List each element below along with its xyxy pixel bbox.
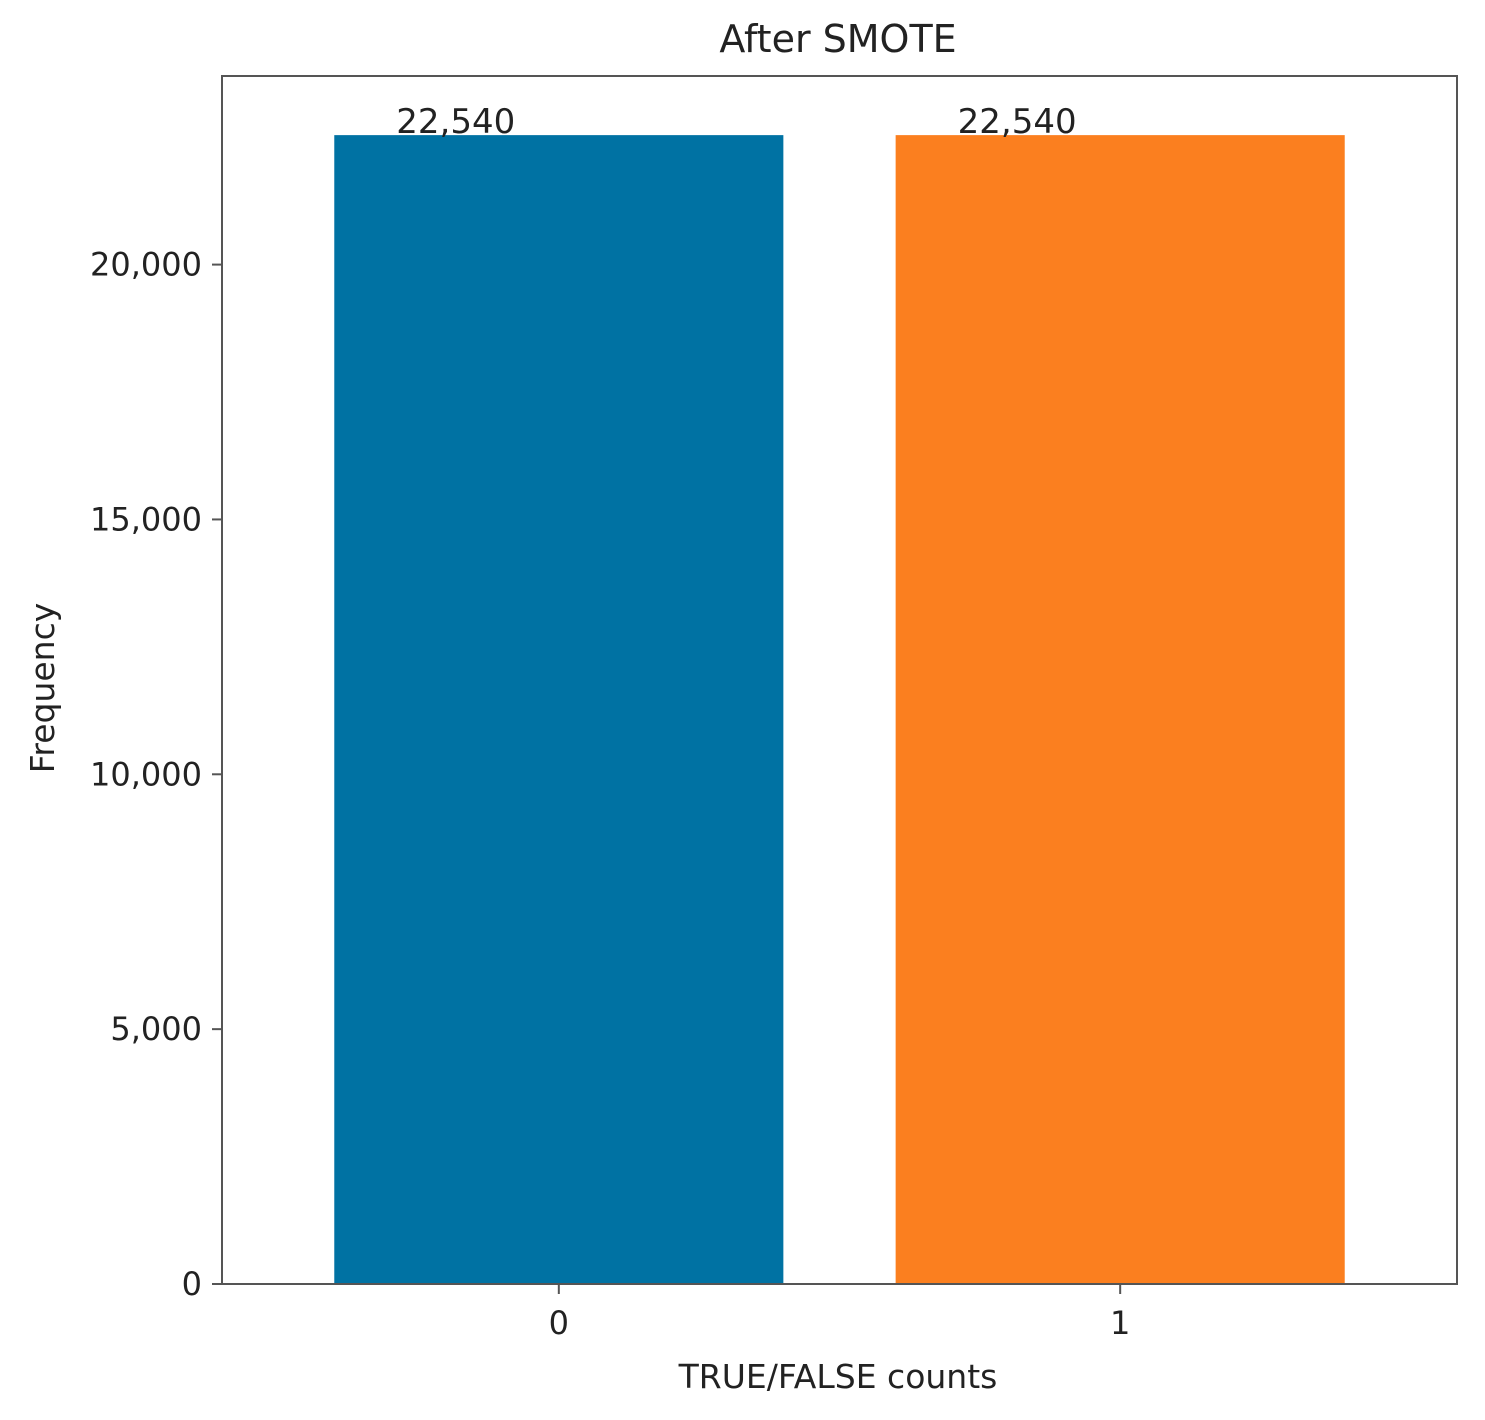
y-axis: 0 5,000 10,000 15,000 20,000 bbox=[90, 246, 222, 1303]
x-tick-label: 0 bbox=[549, 1304, 569, 1342]
y-tick-label: 20,000 bbox=[90, 246, 202, 284]
y-tick-label: 0 bbox=[182, 1265, 202, 1303]
y-axis-label: Frequency bbox=[23, 603, 62, 773]
data-label-0: 22,540 bbox=[396, 102, 515, 142]
y-tick-label: 5,000 bbox=[110, 1010, 202, 1048]
bar-0 bbox=[334, 135, 784, 1284]
y-tick-label: 15,000 bbox=[90, 500, 202, 538]
chart-title: After SMOTE bbox=[719, 17, 956, 61]
x-tick-label: 1 bbox=[1110, 1304, 1130, 1342]
plot-area: 22,540 22,540 bbox=[334, 102, 1345, 1284]
plot-frame bbox=[221, 75, 1458, 1285]
x-axis-label: TRUE/FALSE counts bbox=[678, 1357, 998, 1396]
bar-1 bbox=[895, 135, 1345, 1284]
y-tick-label: 10,000 bbox=[90, 755, 202, 793]
data-label-1: 22,540 bbox=[958, 102, 1077, 142]
